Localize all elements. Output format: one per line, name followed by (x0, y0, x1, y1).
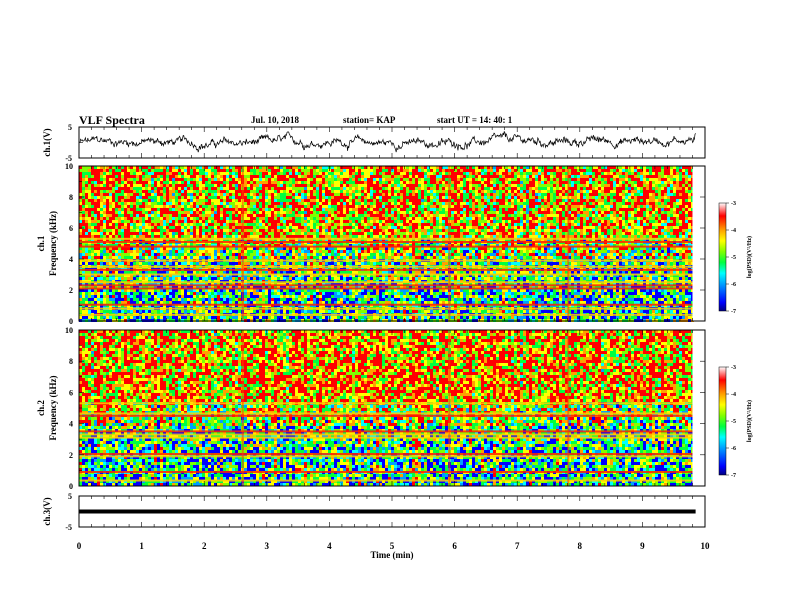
colorbar-tick-label: -4 (731, 392, 736, 398)
ch1-spectrogram-band-line (79, 268, 693, 271)
ch1-spectrogram-colorbar (718, 202, 727, 312)
ch2-spectrogram-impulse-line (241, 330, 244, 486)
ch3-axis-label: ch.3(V) (42, 497, 52, 525)
ch1-spectrogram-band-line (79, 237, 693, 240)
x-tick-label: 6 (452, 541, 457, 551)
ch1-spectrogram-cells (79, 166, 694, 322)
chart-title: VLF Spectra (79, 113, 145, 128)
ch2-spectrogram-cells (79, 330, 694, 486)
ch2-spectrogram-band-line (79, 470, 693, 473)
ch2-spectrogram-band-line (79, 430, 693, 433)
ch1-spectrogram-band-line (79, 265, 693, 268)
ch2-spectrogram-band-line (79, 436, 693, 439)
y-tick-label: 0 (69, 482, 73, 491)
ch2-spectrogram-freq-label: Frequency (kHz) (48, 375, 58, 440)
ch2-spectrogram-band-line (79, 455, 693, 458)
ch1-spectrogram-band-line (79, 303, 693, 306)
y-tick-label: 2 (69, 286, 73, 295)
ch1-spectrogram-band-line (79, 307, 693, 310)
x-tick-label: 3 (265, 541, 270, 551)
colorbar-tick-label: -5 (731, 255, 736, 261)
ch1-spectrogram-band-line (79, 273, 693, 276)
colorbar-tick-label: -3 (731, 365, 736, 371)
ch1-spectrogram-band-line (79, 245, 693, 248)
ch1-spectrogram-colorbar-label: log(PSD)(V²/Hz) (746, 236, 753, 278)
x-tick-label: 7 (515, 541, 520, 551)
ch1-spectrogram-freq-label: Frequency (kHz) (48, 211, 58, 276)
x-tick-label: 8 (578, 541, 583, 551)
colorbar-tick-label: -6 (731, 446, 736, 452)
ch1-spectrogram-band-line (79, 287, 693, 290)
colorbar-tick-label: -3 (731, 201, 736, 207)
station-label: station= KAP (343, 115, 395, 125)
x-tick-label: 2 (202, 541, 207, 551)
y-tick-label: -5 (65, 154, 72, 163)
ch1-spectrogram-no-data-area (692, 166, 705, 321)
y-tick-label: 10 (65, 326, 73, 335)
ch1-spectrogram-band-line (79, 284, 693, 287)
ch2-spectrogram-band-line (79, 479, 693, 482)
ch2-spectrogram-channel-label: ch.2 (36, 400, 46, 416)
x-tick-label: 0 (77, 541, 82, 551)
ch2-spectrogram-no-data-area (692, 330, 705, 486)
colorbar-tick-label: -6 (731, 282, 736, 288)
start-time-label: start UT = 14: 40: 1 (437, 115, 512, 125)
y-tick-label: 5 (68, 123, 72, 132)
ch2-spectrogram-colorbar-label: log(PSD)(V²/Hz) (746, 400, 753, 442)
colorbar-tick-label: -7 (731, 473, 736, 479)
y-tick-label: 10 (65, 162, 73, 171)
ch2-spectrogram-band-line (79, 433, 693, 436)
x-tick-label: 5 (390, 541, 395, 551)
ch3-waveform-line (79, 509, 696, 514)
ch1-spectrogram-channel-label: ch.1 (36, 235, 46, 251)
y-tick-label: 8 (69, 193, 73, 202)
ch2-spectrogram-impulse-line (448, 330, 451, 486)
x-tick-label: 10 (701, 541, 711, 551)
colorbar-tick-label: -7 (731, 309, 736, 315)
ch1-spectrogram-impulse-line (448, 166, 451, 321)
ch2-spectrogram-impulse-line (567, 330, 570, 486)
ch1-axis-label: ch.1(V) (42, 128, 52, 156)
y-tick-label: 4 (69, 420, 73, 429)
ch2-spectrogram-band-line (79, 412, 693, 415)
y-tick-label: 4 (69, 255, 73, 264)
y-tick-label: -5 (65, 523, 72, 532)
colorbar-tick-label: -4 (731, 228, 736, 234)
ch2-spectrogram-colorbar (718, 366, 727, 476)
ch1-spectrogram-impulse-line (241, 166, 244, 321)
y-tick-label: 6 (69, 224, 73, 233)
y-tick-label: 0 (69, 317, 73, 326)
x-tick-label: 1 (139, 541, 144, 551)
x-tick-label: 4 (327, 541, 332, 551)
ch1-spectrogram-band-line (79, 281, 693, 284)
ch1-spectrogram-impulse-line (567, 166, 570, 321)
x-tick-label: 9 (640, 541, 645, 551)
y-tick-label: 6 (69, 388, 73, 397)
ch1-spectrogram-band-line (79, 240, 693, 243)
ch1-waveform-line (79, 130, 696, 153)
ch2-spectrogram-band-line (79, 414, 693, 417)
y-tick-label: 5 (68, 492, 72, 501)
ch2-spectrogram-band-line (79, 453, 693, 456)
ch1-spectrogram-band-line (79, 259, 693, 262)
y-tick-label: 2 (69, 451, 73, 460)
ch1-spectrogram-band-line (79, 313, 693, 316)
date-label: Jul. 10, 2018 (251, 115, 299, 125)
colorbar-tick-label: -5 (731, 419, 736, 425)
ch2-spectrogram-band-line (79, 402, 693, 405)
y-tick-label: 8 (69, 357, 73, 366)
x-axis-label: Time (min) (370, 550, 413, 560)
